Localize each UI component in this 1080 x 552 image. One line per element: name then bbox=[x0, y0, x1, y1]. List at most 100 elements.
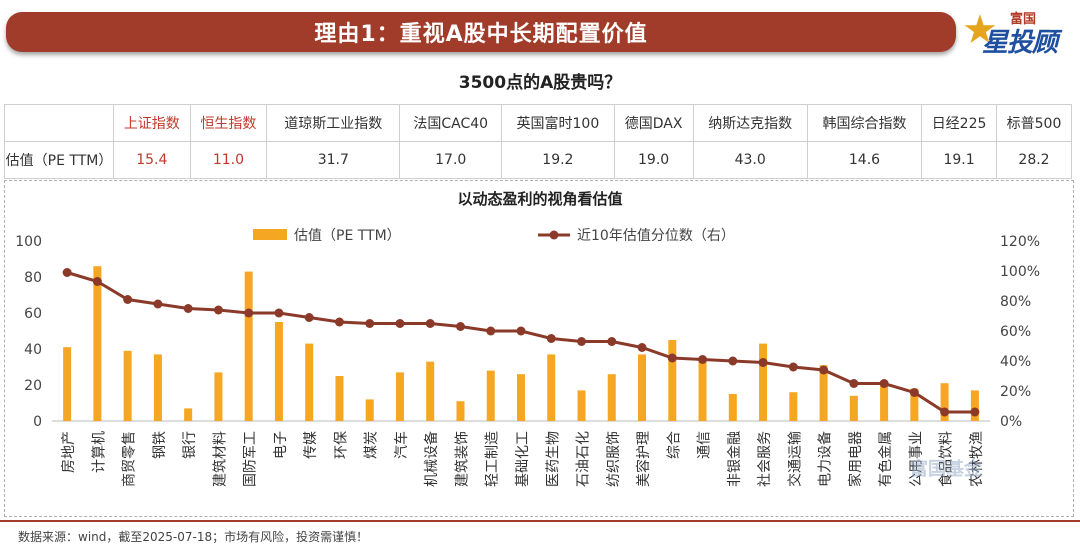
x-tick-label: 电力设备 bbox=[817, 431, 834, 487]
table-row-label: 估值（PE TTM） bbox=[4, 141, 114, 179]
bar-mark bbox=[365, 399, 374, 421]
x-tick-label: 环保 bbox=[333, 431, 349, 459]
y-right-tick-label: 20% bbox=[1000, 384, 1031, 400]
table-value-cell: 43.0 bbox=[692, 141, 808, 179]
table-title: 3500点的A股贵吗？ bbox=[458, 73, 622, 93]
table-value-cell: 17.0 bbox=[399, 141, 503, 179]
bar-mark bbox=[819, 365, 828, 421]
line-point bbox=[183, 304, 193, 313]
x-tick-label: 家用电器 bbox=[847, 431, 864, 487]
bar-mark bbox=[123, 350, 132, 421]
footer-source: 数据来源：wind，截至2025-07-18；市场有风险，投资需谨慎！ bbox=[18, 530, 369, 544]
x-tick-label: 交通运输 bbox=[786, 431, 803, 487]
bar-mark bbox=[93, 266, 102, 421]
bar-mark bbox=[970, 390, 979, 421]
legend-bar-swatch bbox=[253, 229, 287, 240]
bar-mark bbox=[638, 354, 647, 421]
legend-bar-label: 估值（PE TTM） bbox=[294, 228, 401, 244]
line-point bbox=[849, 379, 859, 388]
line-point bbox=[940, 407, 950, 417]
line-point bbox=[123, 295, 133, 304]
pe-table: 上证指数 恒生指数 道琼斯工业指数 法国CAC40 英国富时100 德国DAX … bbox=[4, 104, 1072, 179]
bar-mark bbox=[607, 374, 616, 421]
x-tick-label: 煤炭 bbox=[364, 431, 380, 459]
x-tick-label: 公用事业 bbox=[908, 431, 924, 487]
bar-mark bbox=[517, 374, 525, 421]
bar-mark bbox=[880, 381, 889, 421]
bar-mark bbox=[698, 358, 707, 421]
line-point bbox=[879, 379, 889, 388]
line-point bbox=[486, 326, 496, 336]
y-right-tick-label: 60% bbox=[1000, 324, 1031, 340]
bar-mark bbox=[426, 361, 435, 421]
table-value-cell: 28.2 bbox=[996, 141, 1072, 179]
bar-mark bbox=[849, 395, 858, 421]
bar-mark bbox=[335, 376, 344, 421]
legend-line-label: 近10年估值分位数（右） bbox=[577, 228, 735, 244]
line-point bbox=[62, 268, 72, 277]
valuation-chart: 以动态盈利的视角看估值 0 20 40 60 80 100 0% 20% 40% 60% 80% 100… bbox=[15, 190, 1040, 487]
line-point bbox=[455, 322, 465, 331]
x-tick-label: 电子 bbox=[273, 431, 289, 459]
x-tick-label: 综合 bbox=[666, 431, 682, 459]
line-point bbox=[304, 313, 314, 322]
brand-logo: ★ 富国 星投顾 bbox=[962, 6, 1074, 58]
x-tick-label: 社会服务 bbox=[757, 431, 773, 487]
chart-frame bbox=[4, 180, 1074, 517]
table-value-cell: 19.1 bbox=[921, 141, 998, 179]
line-point bbox=[819, 365, 829, 375]
bar-mark bbox=[910, 388, 919, 421]
bar-mark bbox=[486, 370, 495, 421]
bar-mark bbox=[184, 408, 193, 421]
line-point bbox=[667, 353, 677, 363]
table-header-cell: 日经225 bbox=[921, 104, 998, 142]
chart-title: 以动态盈利的视角看估值 bbox=[457, 190, 622, 208]
line-point bbox=[425, 319, 435, 328]
x-tick-label: 传媒 bbox=[303, 431, 319, 459]
y-right-tick-label: 0% bbox=[1000, 414, 1022, 430]
line-point bbox=[577, 337, 587, 346]
line-point bbox=[788, 362, 798, 372]
page-title: 理由1：重视A股中长期配置价值 bbox=[314, 22, 648, 47]
y-left-tick-label: 100 bbox=[15, 234, 42, 250]
y-right-tick-label: 120% bbox=[1000, 234, 1040, 250]
bar-mark bbox=[214, 372, 223, 421]
bar-mark bbox=[244, 271, 253, 421]
x-tick-label: 通信 bbox=[697, 431, 713, 459]
bar-mark bbox=[153, 354, 162, 421]
table-value-cell: 31.7 bbox=[266, 141, 401, 179]
x-tick-label: 农林牧渔 bbox=[969, 431, 985, 487]
table-value-cell: 19.0 bbox=[613, 141, 694, 179]
bar-mark bbox=[577, 390, 586, 421]
bar-mark bbox=[789, 392, 798, 421]
table-header-cell: 英国富时100 bbox=[501, 104, 615, 142]
bar-mark bbox=[728, 394, 737, 421]
x-tick-label: 美容护理 bbox=[635, 431, 652, 487]
bar-mark bbox=[456, 401, 465, 421]
line-point bbox=[970, 407, 980, 417]
bar-mark bbox=[547, 354, 556, 421]
x-tick-label: 房地产 bbox=[61, 431, 77, 473]
x-tick-label: 钢铁 bbox=[152, 431, 168, 459]
y-left-tick-label: 40 bbox=[24, 342, 42, 358]
y-left-tick-label: 80 bbox=[24, 270, 42, 286]
x-tick-label: 基础化工 bbox=[514, 431, 531, 487]
line-point bbox=[637, 343, 647, 352]
y-right-tick-label: 100% bbox=[1000, 264, 1040, 280]
table-header-cell: 法国CAC40 bbox=[399, 104, 503, 142]
line-point bbox=[153, 299, 163, 309]
table-value-cell: 14.6 bbox=[806, 141, 923, 179]
logo-small-text: 富国 bbox=[1010, 12, 1037, 27]
line-point bbox=[698, 355, 708, 364]
x-tick-label: 有色金属 bbox=[877, 431, 894, 487]
y-left-tick-label: 20 bbox=[24, 378, 42, 394]
line-point bbox=[395, 319, 405, 328]
bar-mark bbox=[63, 347, 72, 421]
y-left-tick-label: 0 bbox=[33, 414, 42, 430]
line-point bbox=[758, 358, 768, 367]
line-point bbox=[274, 308, 284, 318]
y-left-tick-label: 60 bbox=[24, 306, 42, 322]
logo-big-text: 星投顾 bbox=[982, 28, 1058, 58]
x-tick-label: 机械设备 bbox=[423, 431, 440, 487]
x-tick-label: 银行 bbox=[182, 431, 198, 459]
